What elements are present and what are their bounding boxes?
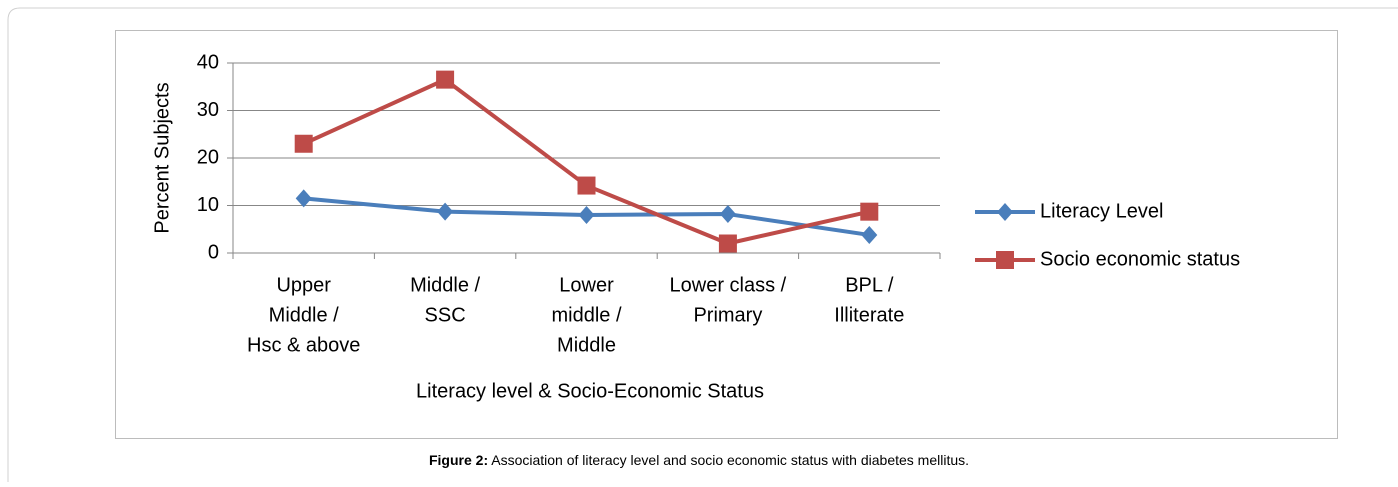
x-tick-label: Illiterate (834, 304, 904, 326)
marker (294, 134, 313, 153)
marker (861, 225, 878, 244)
marker (860, 202, 879, 221)
x-axis-label: Literacy level & Socio-Economic Status (416, 380, 764, 402)
marker (437, 202, 454, 221)
x-tick-label: Primary (693, 304, 762, 326)
x-tick-label: SSC (425, 304, 466, 326)
marker (436, 70, 455, 89)
caption-label: Figure 2: (429, 452, 488, 468)
caption-text: Association of literacy level and socio … (488, 452, 969, 468)
legend-label: Literacy Level (1040, 200, 1163, 222)
x-tick-label: middle / (551, 304, 621, 326)
x-tick-label: Lower class / (670, 274, 787, 296)
y-tick-label: 10 (197, 194, 219, 216)
x-tick-label: Lower (559, 274, 614, 296)
x-tick-label: Upper (276, 274, 331, 296)
marker (295, 189, 312, 208)
marker (577, 176, 596, 195)
marker (719, 205, 736, 224)
marker (996, 251, 1014, 269)
y-tick-label: 0 (208, 241, 219, 263)
frame (7, 7, 1398, 482)
y-tick-label: 20 (197, 146, 219, 168)
marker (578, 206, 595, 224)
y-axis-label: Percent Subjects (151, 82, 173, 233)
x-tick-label: Middle (557, 334, 616, 356)
y-tick-label: 30 (197, 99, 219, 121)
x-tick-label: Middle / (410, 274, 480, 296)
y-tick-label: 40 (197, 51, 219, 73)
marker (997, 203, 1013, 221)
x-tick-label: BPL / (845, 274, 894, 296)
legend-label: Socio economic status (1040, 248, 1240, 270)
caption: Figure 2: Association of literacy level … (429, 452, 969, 468)
x-tick-label: Hsc & above (247, 334, 360, 356)
x-tick-label: Middle / (269, 304, 339, 326)
marker (718, 234, 737, 253)
